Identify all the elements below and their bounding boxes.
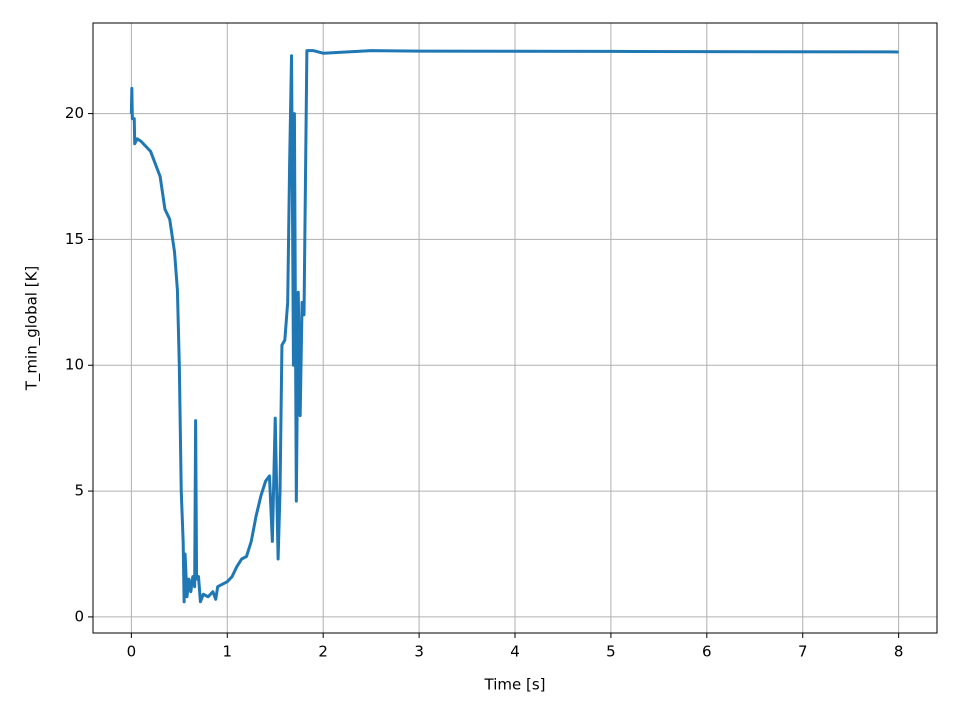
y-tick-label: 15: [65, 230, 84, 248]
x-tick-label: 4: [510, 643, 520, 661]
y-tick-label: 5: [74, 482, 84, 500]
y-tick-label: 10: [65, 356, 84, 374]
x-tick-label: 1: [222, 643, 232, 661]
x-tick-label: 6: [702, 643, 712, 661]
y-tick-label: 20: [65, 104, 84, 122]
x-tick-label: 7: [798, 643, 808, 661]
x-tick-label: 0: [127, 643, 137, 661]
x-tick-label: 2: [318, 643, 328, 661]
x-tick-label: 3: [414, 643, 424, 661]
x-tick-label: 8: [894, 643, 904, 661]
y-tick-label: 0: [74, 607, 84, 625]
x-axis-label: Time [s]: [484, 676, 546, 694]
y-axis-label: T_min_global [K]: [23, 266, 42, 392]
plot-frame: [92, 22, 938, 634]
data-line: [129, 49, 899, 604]
x-tick-label: 5: [606, 643, 616, 661]
